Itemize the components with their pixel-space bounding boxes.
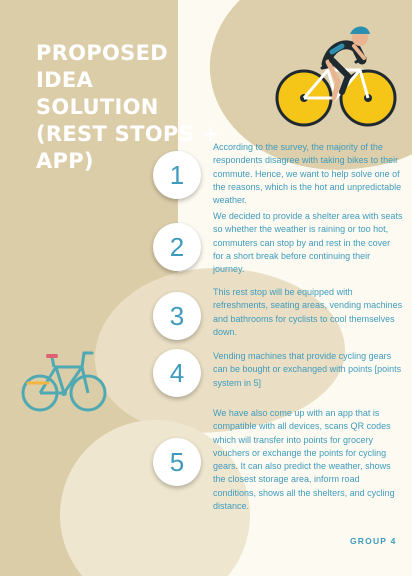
decorative-blob-bottom	[60, 420, 250, 576]
step-number: 4	[169, 357, 185, 388]
step-2-text: We decided to provide a shelter area wit…	[213, 211, 403, 275]
title-line: SOLUTION	[36, 95, 159, 119]
step-2-badge: 2	[153, 223, 201, 271]
title-line: APP)	[36, 149, 94, 173]
step-number: 2	[169, 231, 185, 262]
title-line: (REST STOPS +	[36, 122, 220, 146]
title-line: PROPOSED	[36, 41, 168, 65]
step-number: 1	[169, 159, 185, 190]
racing-cyclist-icon	[275, 26, 397, 127]
step-number: 3	[169, 300, 185, 331]
title-line: IDEA	[36, 68, 94, 92]
step-4-badge: 4	[153, 349, 201, 397]
decorative-blob-middle	[95, 268, 345, 433]
step-3-text: This rest stop will be equipped with ref…	[213, 287, 403, 337]
step-number: 5	[169, 446, 185, 477]
step-4-text: Vending machines that provide cycling ge…	[213, 351, 402, 388]
step-1-badge: 1	[153, 151, 201, 199]
step-5-text: We have also come up with an app that is…	[213, 408, 395, 512]
bicycle-icon	[21, 351, 107, 412]
step-3-badge: 3	[153, 292, 201, 340]
page-title: PROPOSED IDEA SOLUTION (REST STOPS + APP…	[36, 40, 220, 175]
group-label: GROUP 4	[350, 536, 397, 546]
step-1-text: According to the survey, the majority of…	[213, 142, 402, 206]
step-5-badge: 5	[153, 438, 201, 486]
